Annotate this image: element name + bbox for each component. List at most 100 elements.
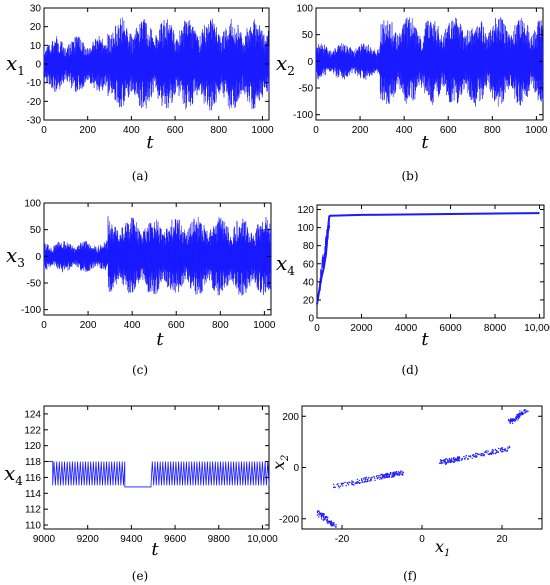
panel-f-point (376, 474, 378, 477)
panel-a-marks (43, 7, 270, 121)
panel-f-point (504, 449, 506, 451)
panel-f-point (477, 453, 479, 455)
panel-f-point (471, 457, 473, 459)
panel-f-point (504, 448, 507, 450)
panel-a-ytick-label: 30 (30, 4, 42, 15)
panel-f-point (382, 477, 384, 479)
panel-f-point (527, 410, 529, 412)
panel-f-point (379, 476, 381, 479)
panel-a-xlabel: t (146, 132, 154, 153)
panel-f-point (366, 478, 368, 481)
panel-f-point (508, 445, 510, 448)
panel-c-xtick-label: 0 (41, 320, 47, 331)
panel-f-point (379, 478, 381, 480)
panel-e-xtick-label: 10,000 (247, 534, 278, 545)
panel-f-point (379, 474, 381, 477)
panel-f-point (465, 456, 467, 458)
panel-f-point (467, 458, 469, 460)
panel-b-xtick-label: 200 (352, 125, 369, 136)
panel-f-point (511, 420, 513, 422)
panel-f-xtick-label: 0 (419, 534, 425, 545)
panel-e-xtick-label: 9000 (33, 534, 56, 545)
panel-c-series-line (43, 216, 272, 296)
panel-e-ytick-label: 110 (25, 521, 41, 532)
panel-f-point (337, 483, 339, 485)
panel-a-ytick-label: -10 (27, 78, 42, 89)
panel-f-point (505, 450, 507, 452)
panel-f-point (319, 514, 321, 516)
panel-f-point (494, 452, 496, 454)
panel-f-point (444, 458, 447, 460)
panel-f-point (338, 487, 340, 489)
panel-f-point (480, 453, 483, 455)
panel-f-point (335, 526, 337, 528)
panel-b-ytick-label: -100 (293, 110, 313, 121)
panel-f-point (356, 481, 359, 483)
panel-f-point (480, 455, 483, 457)
panel-f-point (492, 449, 495, 452)
panel-f-point (515, 417, 517, 419)
panel-f-point (344, 481, 346, 484)
panel-f-point (323, 518, 325, 521)
panel-f-point (482, 454, 484, 456)
panel-f-point (515, 418, 517, 420)
panel-f-point (516, 416, 518, 419)
panel-f-point (440, 461, 443, 464)
panel-e-ytick-label: 118 (25, 457, 41, 468)
panel-f-point (502, 449, 504, 451)
panel-f-point (438, 462, 441, 464)
panel-a-caption: (a) (132, 169, 149, 183)
panel-e-ytick-label: 122 (24, 425, 41, 436)
panel-f-point (340, 485, 342, 487)
panel-f-point (470, 456, 472, 458)
panel-f-point (489, 453, 492, 455)
panel-f-point (518, 413, 520, 416)
panel-b-xlabel: t (421, 132, 429, 153)
panel-f-point (320, 518, 323, 520)
panel-f-point (452, 457, 455, 460)
panel-f-point (348, 481, 351, 484)
panel-f-point (347, 482, 349, 485)
panel-f-point (507, 418, 510, 421)
panel-f-point (519, 416, 521, 418)
panel-f-point (399, 470, 402, 472)
panel-f-point (330, 521, 332, 523)
panel-f-point (451, 460, 453, 462)
panel-e-xtick-label: 9800 (208, 534, 231, 545)
panel-a-xtick-label: 800 (210, 125, 227, 136)
panel-f-point (441, 460, 443, 462)
panel-f-xtick-label: -20 (335, 534, 350, 545)
panel-c-ytick-label: 0 (35, 252, 41, 263)
panel-f-point (509, 420, 511, 422)
panel-f-point (476, 452, 478, 455)
panel-f-point (385, 474, 388, 476)
panel-b-xtick-label: 400 (396, 125, 413, 136)
panel-f-point (324, 515, 326, 518)
panel-f-point (352, 484, 354, 486)
panel-e-ytick-label: 112 (25, 505, 41, 516)
panel-d-ytick-label: 60 (303, 259, 315, 270)
panel-f-point (326, 522, 328, 524)
panel-f-point (322, 512, 325, 515)
panel-f-point (449, 458, 451, 460)
panel-f-point (358, 482, 361, 485)
panel-f-point (318, 513, 320, 515)
panel-f-point (320, 513, 322, 515)
panel-f-point (391, 475, 393, 477)
panel-f-point (488, 453, 490, 456)
panel-d-marks (316, 204, 545, 319)
panel-f-point (375, 476, 378, 478)
panel-f-marks (301, 405, 543, 530)
panel-f-point (388, 476, 391, 478)
panel-f-point (332, 523, 335, 525)
panel-f-point (333, 483, 335, 486)
panel-f-point (393, 474, 396, 476)
panel-a-xticks: 0 200 400 600 800 1000 (41, 8, 274, 136)
panel-f-point (333, 486, 335, 489)
panel-f-point (509, 419, 512, 421)
panel-f-point (370, 477, 372, 479)
panel-f-point (384, 474, 386, 476)
panel-f-point (453, 459, 455, 461)
panel-b-marks (315, 7, 544, 121)
